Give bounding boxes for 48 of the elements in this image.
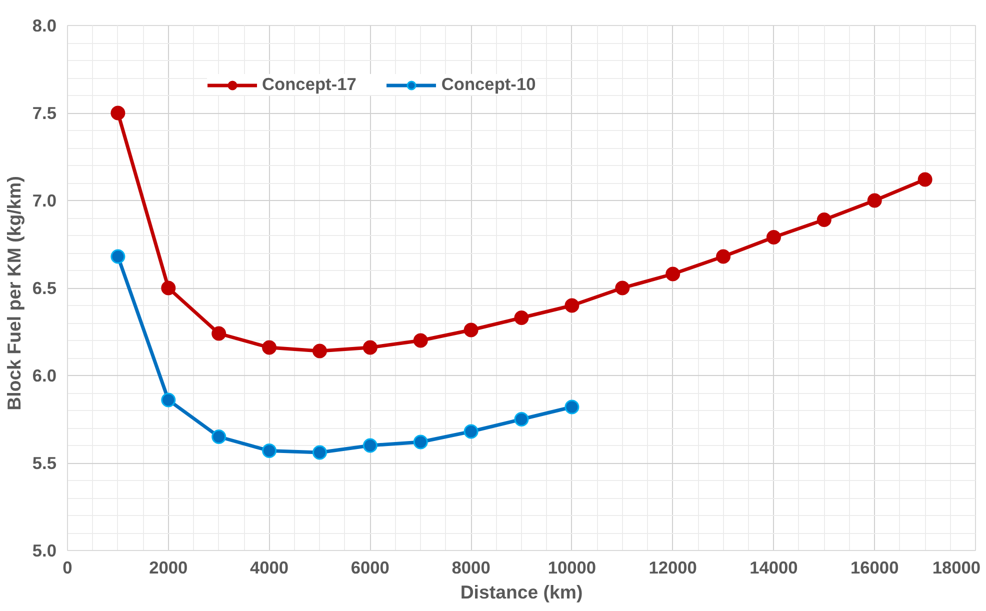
- point: [766, 230, 781, 244]
- x-tick-label: 12000: [648, 558, 697, 578]
- x-tick-label: 18000: [932, 558, 980, 578]
- point: [918, 172, 932, 187]
- point: [413, 333, 428, 348]
- legend-label: Concept-10: [441, 74, 536, 95]
- y-axis-title: Block Fuel per KM (kg/km): [3, 176, 24, 410]
- point: [413, 434, 428, 450]
- x-tick-label: 16000: [850, 558, 899, 578]
- point: [816, 212, 832, 227]
- point: [212, 430, 226, 444]
- x-tick-label: 8000: [452, 558, 490, 578]
- y-tick-label: 5.5: [32, 453, 57, 473]
- point: [362, 340, 378, 355]
- point: [564, 400, 580, 414]
- y-tick-label: 5.0: [32, 540, 57, 560]
- point: [615, 280, 630, 296]
- y-tick-label: 6.0: [32, 366, 57, 386]
- point: [110, 106, 126, 120]
- point: [212, 326, 226, 341]
- point: [514, 310, 529, 325]
- x-tick-label: 6000: [350, 558, 390, 578]
- point: [262, 340, 277, 355]
- y-tick-label: 7.0: [32, 190, 57, 210]
- point: [514, 412, 529, 426]
- point: [464, 424, 478, 439]
- x-tick-label: 10000: [548, 558, 596, 578]
- y-tick-label: 8.0: [32, 16, 57, 36]
- point: [564, 298, 580, 313]
- point: [867, 193, 882, 208]
- point: [666, 266, 680, 282]
- point: [362, 438, 378, 453]
- legend-label: Concept-17: [262, 74, 356, 95]
- y-tick-label: 7.5: [32, 103, 57, 123]
- x-tick-label: 0: [62, 558, 72, 578]
- point: [262, 444, 277, 458]
- x-axis-title: Distance (km): [460, 582, 583, 602]
- point: [312, 344, 327, 358]
- point: [110, 249, 126, 264]
- point: [464, 322, 478, 338]
- x-tick-label: 4000: [250, 558, 289, 578]
- point: [716, 249, 731, 264]
- y-tick-label: 6.5: [32, 278, 57, 298]
- x-tick-label: 14000: [750, 558, 798, 578]
- point: [312, 445, 327, 460]
- x-tick-label: 2000: [149, 558, 188, 578]
- point: [161, 392, 176, 408]
- point: [161, 280, 176, 296]
